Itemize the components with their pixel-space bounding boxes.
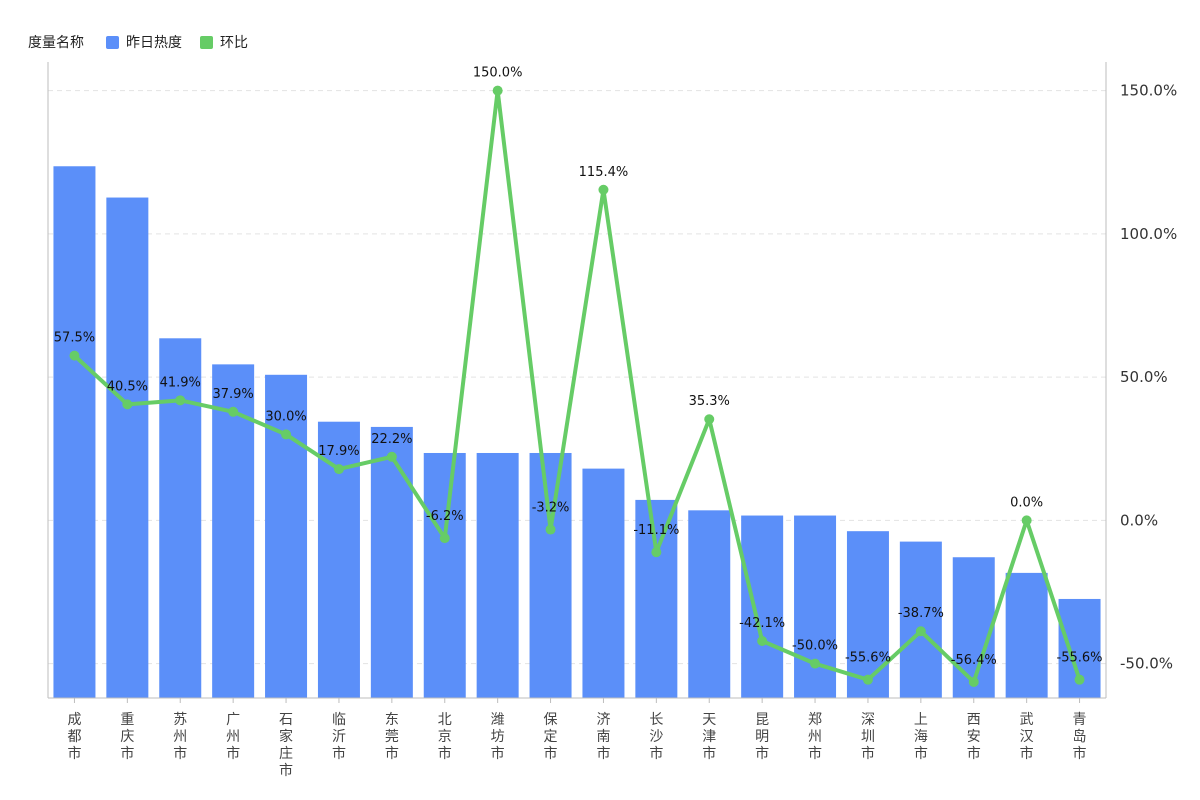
category-label-4: 广州市 xyxy=(226,712,240,762)
bar-17 xyxy=(899,541,942,698)
line-point-12 xyxy=(651,547,662,558)
legend-swatch-bar xyxy=(106,35,119,49)
category-label-18: 西安市 xyxy=(967,712,981,762)
line-point-4 xyxy=(228,406,239,417)
data-label-7: 22.2% xyxy=(371,432,412,447)
data-labels: 57.5% 40.5% 41.9% 37.9% 30.0% 17.9% 22.2% -6.2%… xyxy=(54,66,1103,668)
bar-6 xyxy=(317,421,360,698)
category-label-19: 武汉市 xyxy=(1020,712,1034,762)
bar-4 xyxy=(212,364,255,698)
right-tick-label-2: 100.0% xyxy=(1120,225,1177,243)
bar-13 xyxy=(688,510,731,698)
data-label-19: 0.0% xyxy=(1010,495,1043,510)
data-label-17: -38.7% xyxy=(898,606,944,621)
grid-lines xyxy=(48,90,1106,665)
line-point-6 xyxy=(333,464,344,475)
bar-1 xyxy=(53,166,96,698)
line-point-2 xyxy=(122,399,133,410)
bar-3 xyxy=(159,338,202,698)
data-label-15: -50.0% xyxy=(792,639,838,654)
line-series xyxy=(69,85,1085,687)
data-label-12: -11.1% xyxy=(633,523,679,538)
bar-7 xyxy=(370,426,413,698)
data-label-3: 41.9% xyxy=(160,375,201,390)
legend-label-line: 环比 xyxy=(220,35,248,51)
category-label-3: 苏州市 xyxy=(173,712,187,762)
line-point-15 xyxy=(810,658,821,669)
data-label-4: 37.9% xyxy=(212,387,253,402)
category-label-7: 东莞市 xyxy=(385,712,399,762)
data-label-13: 35.3% xyxy=(689,394,730,409)
line-point-13 xyxy=(704,414,715,425)
line-point-20 xyxy=(1074,674,1085,685)
category-label-15: 郑州市 xyxy=(808,712,822,762)
category-label-11: 济南市 xyxy=(596,712,610,762)
line-point-8 xyxy=(439,533,450,544)
category-label-12: 长沙市 xyxy=(649,712,663,762)
bar-18 xyxy=(952,557,995,698)
bar-2 xyxy=(106,197,149,698)
category-label-6: 临沂市 xyxy=(332,712,346,762)
category-labels: 成都市 重庆市 苏州市 广州市 石家庄市 临沂市 东莞市 北京市 潍坊市 保定市 济南市 长沙市 天津市… xyxy=(67,712,1086,779)
line-point-16 xyxy=(862,674,873,685)
data-label-10: -3.2% xyxy=(532,501,570,516)
category-label-16: 深圳市 xyxy=(861,712,875,762)
bar-8 xyxy=(423,452,466,698)
bar-10 xyxy=(529,452,572,698)
line-path xyxy=(72,88,1082,684)
right-axis-ticks: 150.0% 100.0% 50.0% 0.0% -50.0% xyxy=(1120,82,1177,673)
legend-label-bar: 昨日热度 xyxy=(126,35,182,51)
category-label-8: 北京市 xyxy=(438,712,452,762)
category-label-1: 成都市 xyxy=(67,712,81,762)
category-label-17: 上海市 xyxy=(914,712,928,762)
right-tick-label-1: 150.0% xyxy=(1120,82,1177,100)
data-label-18: -56.4% xyxy=(951,653,997,668)
category-label-20: 青岛市 xyxy=(1073,712,1087,762)
axes xyxy=(47,62,1107,703)
right-tick-label-3: 50.0% xyxy=(1120,368,1168,386)
bar-19 xyxy=(1005,572,1048,698)
category-label-10: 保定市 xyxy=(544,712,558,762)
right-tick-label-4: 0.0% xyxy=(1120,511,1158,529)
bar-11 xyxy=(582,468,625,698)
data-label-20: -55.6% xyxy=(1057,651,1103,666)
data-label-2: 40.5% xyxy=(107,379,148,394)
line-point-9 xyxy=(492,85,503,96)
line-point-5 xyxy=(281,429,292,440)
line-point-1 xyxy=(69,350,80,361)
data-label-5: 30.0% xyxy=(265,409,306,424)
category-label-14: 昆明市 xyxy=(755,712,769,762)
data-label-11: 115.4% xyxy=(579,165,629,180)
line-point-18 xyxy=(968,676,979,687)
data-label-6: 17.9% xyxy=(318,444,359,459)
line-point-19 xyxy=(1021,515,1032,526)
line-point-7 xyxy=(386,451,397,462)
category-label-2: 重庆市 xyxy=(120,712,134,762)
legend-item-bar[interactable]: 昨日热度 xyxy=(106,32,182,52)
bar-9 xyxy=(476,452,519,698)
chart-legend: 度量名称 昨日热度 环比 xyxy=(28,32,266,52)
legend-swatch-line xyxy=(200,35,213,49)
category-label-13: 天津市 xyxy=(702,712,716,762)
data-label-8: -6.2% xyxy=(426,509,464,524)
data-label-14: -42.1% xyxy=(739,616,785,631)
line-point-14 xyxy=(757,635,768,646)
legend-item-line[interactable]: 环比 xyxy=(200,32,248,52)
line-point-11 xyxy=(598,184,609,195)
category-label-5: 石家庄市 xyxy=(279,712,293,779)
data-label-1: 57.5% xyxy=(54,331,95,346)
line-point-3 xyxy=(175,395,186,406)
bar-15 xyxy=(794,515,837,698)
category-label-9: 潍坊市 xyxy=(491,712,505,762)
data-label-16: -55.6% xyxy=(845,651,891,666)
legend-title: 度量名称 xyxy=(28,35,84,51)
bar-16 xyxy=(846,531,889,698)
line-point-17 xyxy=(915,626,926,637)
data-label-9: 150.0% xyxy=(473,66,523,81)
bar-14 xyxy=(741,515,784,698)
line-point-10 xyxy=(545,524,556,535)
right-tick-label-5: -50.0% xyxy=(1120,655,1173,673)
bar-12 xyxy=(635,499,678,698)
